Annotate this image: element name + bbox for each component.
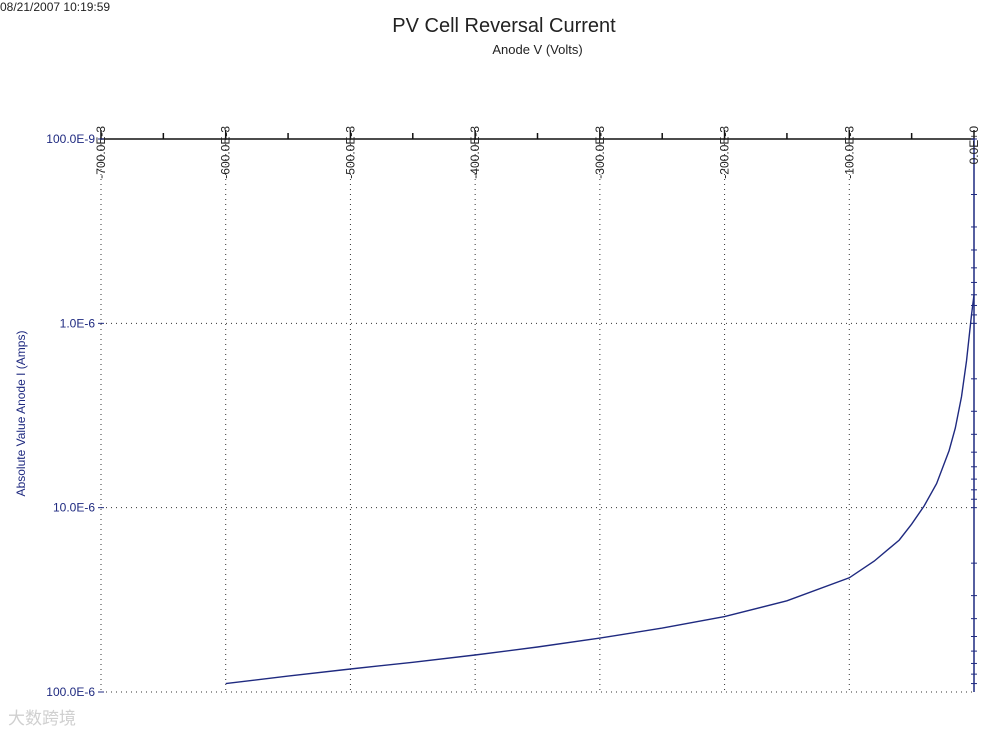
- x-tick-label: -700.0E-3: [94, 126, 108, 179]
- y-tick-label: 100.0E-9: [46, 132, 95, 146]
- chart-title: PV Cell Reversal Current: [392, 15, 616, 37]
- series-line: [225, 294, 975, 685]
- y-tick-label: 1.0E-6: [60, 316, 96, 330]
- x-axis-label: Anode V (Volts): [492, 42, 583, 57]
- y-tick-label: 100.0E-6: [46, 685, 95, 699]
- x-tick-label: -600.0E-3: [219, 126, 233, 179]
- x-tick-label: -400.0E-3: [468, 126, 482, 179]
- watermark: 大数跨境: [8, 709, 76, 728]
- x-tick-label: -300.0E-3: [593, 126, 607, 179]
- x-tick-label: -100.0E-3: [842, 126, 856, 179]
- timestamp: 08/21/2007 10:19:59: [0, 0, 111, 14]
- x-tick-label: 0.0E+0: [967, 126, 981, 165]
- y-axis-label: Absolute Value Anode I (Amps): [14, 331, 28, 497]
- x-tick-label: -500.0E-3: [343, 126, 357, 179]
- x-tick-label: -200.0E-3: [718, 126, 732, 179]
- y-tick-label: 10.0E-6: [53, 501, 95, 515]
